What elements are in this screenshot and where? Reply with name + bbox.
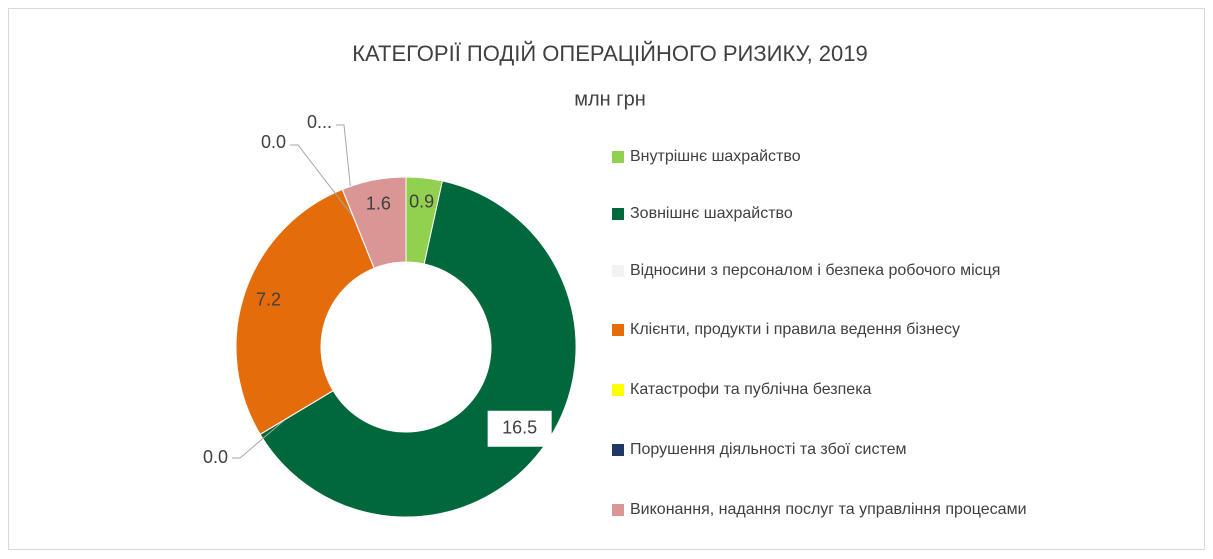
- data-label: 0.0: [203, 447, 228, 467]
- data-label: 0...: [307, 112, 332, 132]
- legend-swatch: [612, 151, 624, 163]
- legend-swatch: [612, 208, 624, 220]
- legend-label: Відносини з персоналом і безпека робочог…: [630, 262, 1000, 279]
- leader-line: [232, 418, 287, 459]
- legend-label: Виконання, надання послуг та управління …: [630, 501, 1027, 518]
- legend-swatch: [612, 504, 624, 516]
- data-label: 1.6: [366, 193, 391, 213]
- data-label: 0.0: [261, 132, 286, 152]
- legend-swatch: [612, 324, 624, 336]
- data-label: 0.9: [409, 192, 434, 212]
- chart-border: [8, 8, 1205, 550]
- data-label: 16.5: [502, 417, 537, 437]
- legend-label: Зовнішнє шахрайство: [630, 205, 793, 222]
- data-label: 7.2: [256, 290, 281, 310]
- legend-label: Порушення діяльності та збої систем: [630, 441, 907, 458]
- chart-subtitle: млн грн: [574, 88, 645, 110]
- legend-swatch: [612, 265, 624, 277]
- legend-swatch: [612, 444, 624, 456]
- leader-line: [290, 144, 354, 218]
- donut-slice: [235, 188, 375, 436]
- chart-title: КАТЕГОРІЇ ПОДІЙ ОПЕРАЦІЙНОГО РИЗИКУ, 201…: [352, 41, 868, 66]
- label-box: [487, 410, 552, 447]
- legend-label: Клієнти, продукти і правила ведення бізн…: [630, 321, 960, 338]
- legend-swatch: [612, 384, 624, 396]
- legend-label: Катастрофи та публічна безпека: [630, 381, 872, 398]
- legend-label: Внутрішнє шахрайство: [630, 148, 801, 165]
- donut-slice: [341, 176, 407, 269]
